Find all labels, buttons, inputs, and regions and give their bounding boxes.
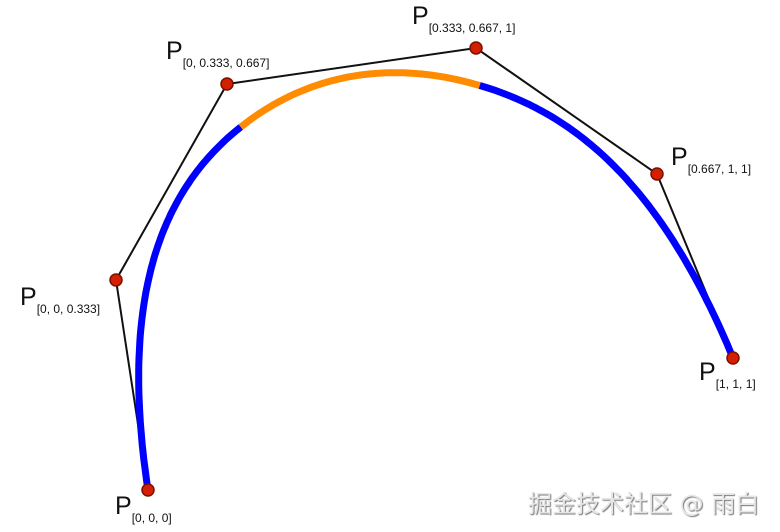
label-main: P [699,358,716,386]
control-point-label-1: P[0, 0, 0.333] [20,283,100,316]
control-point-0 [141,483,155,497]
label-subscript: [1, 1, 1] [715,377,756,391]
label-main: P [20,283,37,311]
control-point-label-2: P[0, 0.333, 0.667] [166,37,269,70]
curve-segment-1 [135,124,243,491]
label-main: P [166,37,183,65]
control-point-label-5: P[1, 1, 1] [699,358,756,391]
control-point-label-0: P[0, 0, 0] [115,492,172,525]
curve-segment-2-highlighted [238,69,481,130]
control-polygon [114,46,734,491]
curve-segment-3 [478,82,737,360]
control-point-label-4: P[0.667, 1, 1] [671,143,751,176]
control-point-4 [650,167,664,181]
control-point-label-3: P[0.333, 0.667, 1] [412,2,515,35]
label-subscript: [0.333, 0.667, 1] [428,21,516,35]
label-subscript: [0.667, 1, 1] [687,162,752,176]
label-main: P [412,2,429,30]
control-point-2 [220,77,234,91]
control-point-1 [109,273,123,287]
label-subscript: [0, 0, 0] [131,511,172,525]
label-main: P [115,492,132,520]
label-subscript: [0, 0, 0.333] [36,302,101,316]
control-point-5 [726,351,740,365]
label-subscript: [0, 0.333, 0.667] [182,56,270,70]
control-point-3 [469,41,483,55]
label-main: P [671,143,688,171]
watermark: 掘金技术社区 @ 雨白 [528,490,760,518]
